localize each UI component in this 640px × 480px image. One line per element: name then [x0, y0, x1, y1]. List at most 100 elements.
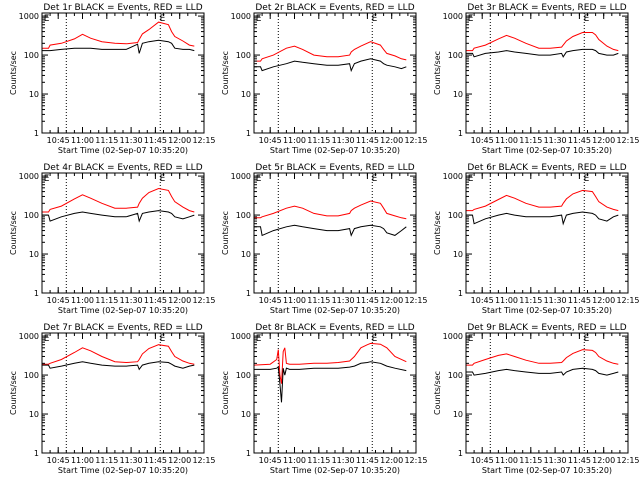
- x-tick-label: 10:45: [259, 136, 282, 145]
- x-tick-label: 11:30: [544, 456, 567, 465]
- y-tick-label: 100: [24, 51, 39, 60]
- x-tick-label: 10:45: [471, 136, 494, 145]
- y-tick-label: 1: [458, 129, 463, 138]
- chart-title: Det 7r BLACK = Events, RED = LLD: [43, 323, 202, 333]
- events-series-line: [42, 210, 195, 223]
- y-tick-label: 10: [29, 410, 39, 419]
- x-tick-label: 12:15: [404, 296, 427, 305]
- x-axis-label: Start Time (02-Sep-07 10:35:20): [270, 146, 400, 155]
- chart-panel-8: Det 8r BLACK = Events, RED = LLD 1 10 100 10…: [221, 323, 428, 475]
- events-series-line: [254, 58, 407, 73]
- lld-series-line: [466, 349, 619, 366]
- events-series-line: [254, 224, 407, 237]
- chart-panel-7: Det 7r BLACK = Events, RED = LLD 1 10 100 10…: [9, 323, 216, 475]
- chart-panel-9: Det 9r BLACK = Events, RED = LLD 1 10 100 10…: [433, 323, 640, 475]
- x-axis-label: Start Time (02-Sep-07 10:35:20): [270, 306, 400, 315]
- x-tick-label: 12:00: [168, 296, 191, 305]
- y-tick-label: 1: [246, 129, 251, 138]
- x-tick-label: 12:15: [404, 456, 427, 465]
- y-tick-label: 1000: [231, 172, 251, 181]
- x-tick-label: 11:15: [95, 456, 118, 465]
- lld-series-line: [42, 344, 195, 365]
- y-tick-label: 10: [453, 250, 463, 259]
- chart-panel-5: Det 5r BLACK = Events, RED = LLD 1 10 100 10…: [221, 163, 428, 315]
- x-tick-label: 11:45: [568, 456, 591, 465]
- events-series-line: [42, 361, 195, 371]
- x-axis-label: Start Time (02-Sep-07 10:35:20): [482, 146, 612, 155]
- y-tick-label: 100: [24, 371, 39, 380]
- lld-series-line: [254, 41, 407, 62]
- chart-title: Det 8r BLACK = Events, RED = LLD: [255, 323, 414, 333]
- event-marker-label: E: [372, 334, 378, 344]
- event-marker-label: E: [160, 14, 166, 24]
- chart-title: Det 3r BLACK = Events, RED = LLD: [467, 3, 626, 13]
- x-axis-label: Start Time (02-Sep-07 10:35:20): [482, 466, 612, 475]
- x-tick-label: 10:45: [47, 456, 70, 465]
- x-tick-label: 11:00: [71, 456, 94, 465]
- chart-panel-3: Det 3r BLACK = Events, RED = LLD 1 10 100 10…: [433, 3, 640, 155]
- x-tick-label: 11:30: [332, 296, 355, 305]
- chart-title: Det 2r BLACK = Events, RED = LLD: [255, 3, 414, 13]
- x-tick-label: 12:15: [616, 136, 639, 145]
- x-tick-label: 12:00: [592, 456, 615, 465]
- x-tick-label: 10:45: [259, 296, 282, 305]
- y-tick-label: 1000: [443, 332, 463, 341]
- chart-title: Det 6r BLACK = Events, RED = LLD: [467, 163, 626, 173]
- event-marker-label: E: [584, 174, 590, 184]
- y-tick-label: 1: [34, 289, 39, 298]
- y-axis-label: Counts/sec: [221, 211, 230, 255]
- y-tick-label: 10: [453, 410, 463, 419]
- event-marker-label: E: [160, 334, 166, 344]
- event-marker-label: E: [584, 14, 590, 24]
- y-tick-label: 1: [246, 449, 251, 458]
- y-tick-label: 10: [241, 90, 251, 99]
- y-tick-label: 1: [34, 449, 39, 458]
- x-tick-label: 12:00: [380, 136, 403, 145]
- y-tick-label: 1000: [19, 172, 39, 181]
- y-axis-label: Counts/sec: [9, 371, 18, 415]
- x-tick-label: 11:30: [120, 136, 143, 145]
- x-tick-label: 11:30: [120, 456, 143, 465]
- chart-title: Det 4r BLACK = Events, RED = LLD: [43, 163, 202, 173]
- y-tick-label: 1000: [443, 172, 463, 181]
- x-tick-label: 11:15: [519, 456, 542, 465]
- x-tick-label: 11:30: [332, 456, 355, 465]
- x-axis-label: Start Time (02-Sep-07 10:35:20): [270, 466, 400, 475]
- x-tick-label: 11:30: [120, 296, 143, 305]
- event-marker-label: E: [372, 174, 378, 184]
- y-tick-label: 1000: [19, 12, 39, 21]
- x-tick-label: 12:00: [168, 136, 191, 145]
- chart-title: Det 1r BLACK = Events, RED = LLD: [43, 3, 202, 13]
- lld-series-line: [42, 187, 195, 213]
- event-marker-label: E: [256, 14, 262, 24]
- y-tick-label: 1: [458, 449, 463, 458]
- x-tick-label: 12:15: [192, 456, 215, 465]
- x-tick-label: 12:00: [592, 296, 615, 305]
- x-tick-label: 10:45: [259, 456, 282, 465]
- lld-series-line: [466, 189, 619, 212]
- y-tick-label: 1000: [443, 12, 463, 21]
- event-marker-label: E: [44, 174, 50, 184]
- x-tick-label: 11:45: [144, 296, 167, 305]
- y-tick-label: 1000: [231, 12, 251, 21]
- chart-panel-6: Det 6r BLACK = Events, RED = LLD 1 10 100 10…: [433, 163, 640, 315]
- x-tick-label: 11:00: [283, 456, 306, 465]
- x-tick-label: 11:15: [519, 136, 542, 145]
- chart-panel-2: Det 2r BLACK = Events, RED = LLD 1 10 100 10…: [221, 3, 428, 155]
- x-tick-label: 12:00: [380, 456, 403, 465]
- lld-series-line: [466, 32, 619, 52]
- y-tick-label: 1: [458, 289, 463, 298]
- x-tick-label: 11:45: [356, 296, 379, 305]
- events-series-line: [466, 367, 619, 376]
- y-axis-label: Counts/sec: [433, 51, 442, 95]
- event-marker-label: E: [256, 174, 262, 184]
- event-marker-label: E: [468, 174, 474, 184]
- x-tick-label: 12:15: [616, 296, 639, 305]
- y-tick-label: 100: [448, 51, 463, 60]
- lld-series-line: [254, 200, 407, 220]
- event-marker-label: E: [372, 14, 378, 24]
- y-tick-label: 100: [24, 211, 39, 220]
- events-series-line: [466, 211, 619, 226]
- x-tick-label: 11:15: [519, 296, 542, 305]
